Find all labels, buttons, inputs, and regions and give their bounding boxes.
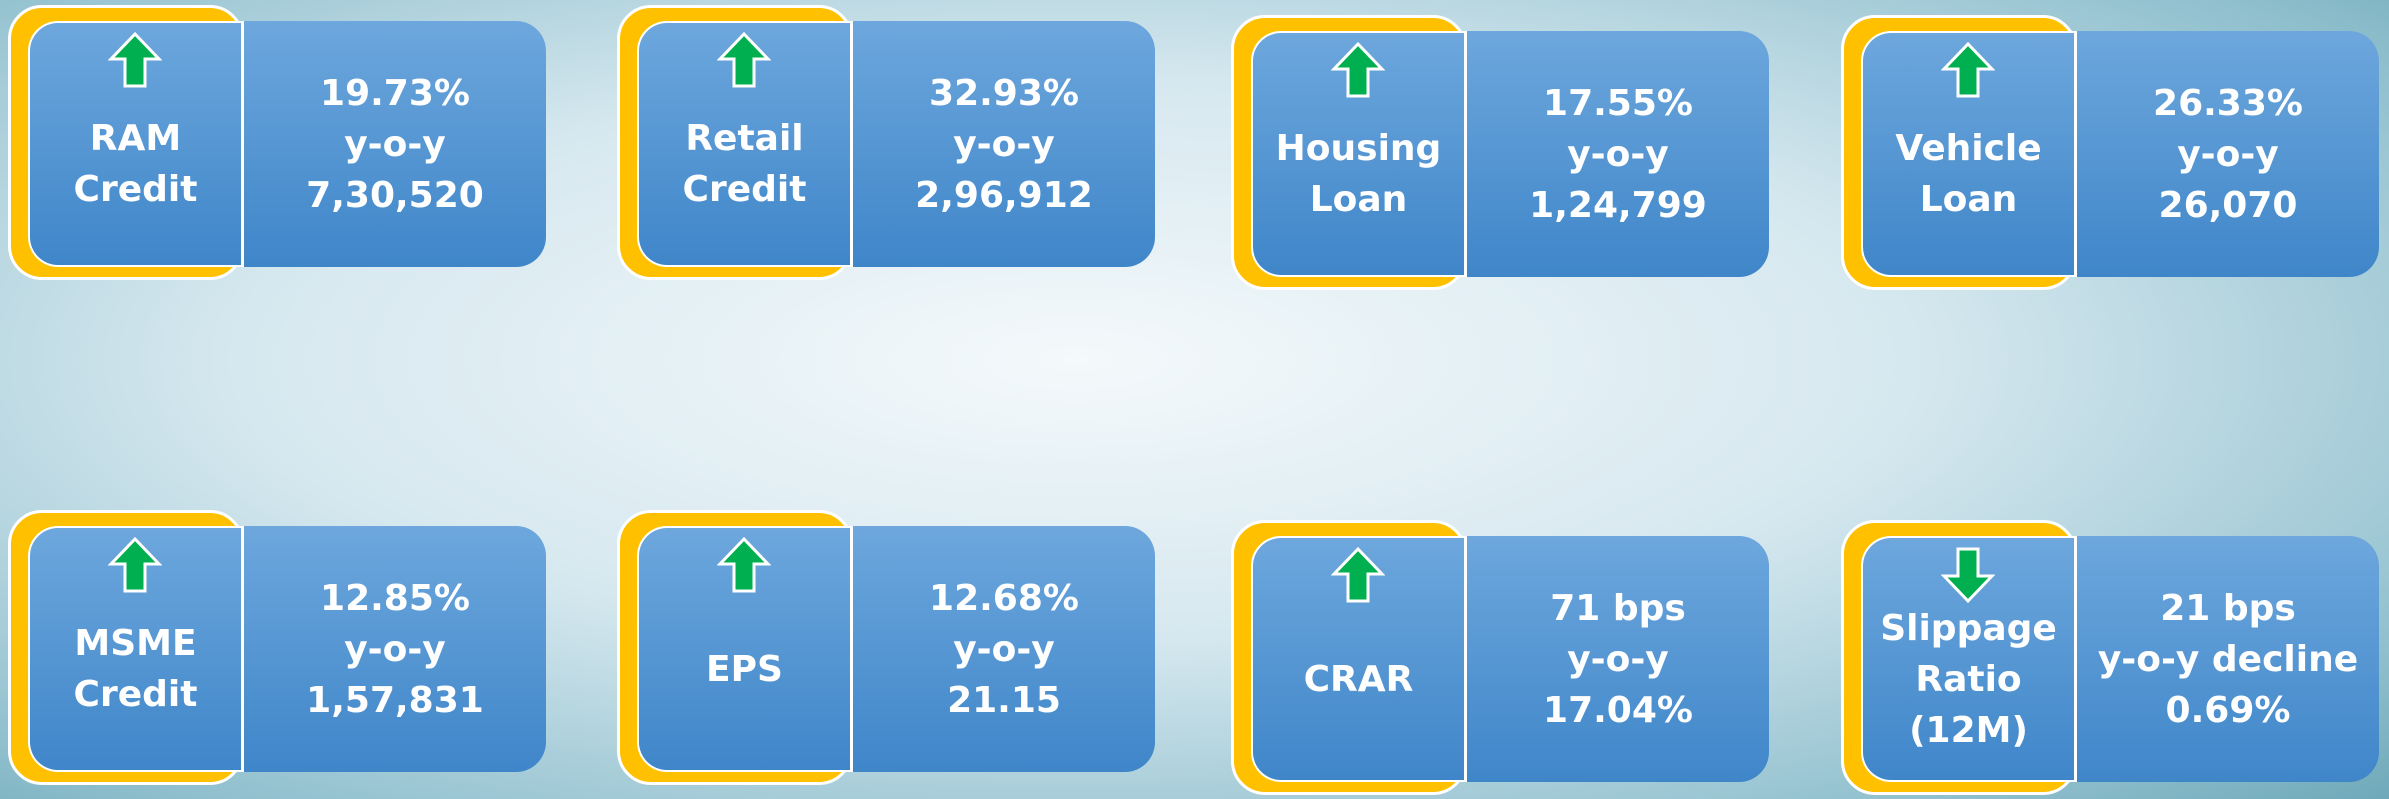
metric-line: 21 bps — [2160, 587, 2296, 629]
arrow-icon — [1331, 546, 1385, 603]
arrow — [1941, 547, 1995, 604]
arrow — [717, 536, 771, 593]
metric-line: y-o-y — [344, 123, 446, 165]
label-line: Slippage — [1880, 607, 2057, 649]
label: Vehicle Loan — [1895, 123, 2041, 225]
metric-box: 21 bps y-o-y decline 0.69% — [2077, 536, 2379, 782]
card-label-box: MSME Credit — [28, 526, 244, 772]
label: Retail Credit — [683, 113, 807, 215]
metric-box: 12.68% y-o-y 21.15 — [853, 526, 1155, 772]
metric-line: 32.93% — [929, 72, 1079, 114]
metric-line: y-o-y decline — [2097, 638, 2359, 680]
label-line: RAM — [89, 118, 182, 159]
kpi-card: Housing Loan 17.55% y-o-y 1,24,799 — [1231, 15, 1771, 290]
metric-line: 1,24,799 — [1529, 184, 1707, 226]
kpi-card: Retail Credit 32.93% y-o-y 2,96,912 — [617, 5, 1157, 280]
card-label-box: Housing Loan — [1251, 31, 1467, 277]
kpi-card: Vehicle Loan 26.33% y-o-y 26,070 — [1841, 15, 2381, 290]
metric-line: 17.55% — [1543, 82, 1693, 124]
card-label-box: RAM Credit — [28, 21, 244, 267]
metric-line: 26,070 — [2158, 184, 2298, 226]
metric-line: 12.85% — [320, 577, 470, 619]
metric-line: 1,57,831 — [306, 679, 484, 721]
arrow — [717, 31, 771, 88]
metric-box: 71 bps y-o-y 17.04% — [1467, 536, 1769, 782]
kpi-card: Slippage Ratio (12M) 21 bps y-o-y decline 0.6… — [1841, 520, 2381, 795]
arrow — [108, 31, 162, 88]
arrow — [1331, 546, 1385, 603]
label-line: Housing — [1275, 128, 1442, 169]
label-line: CRAR — [1303, 658, 1414, 700]
label-line: Loan — [1309, 179, 1408, 220]
kpi-card: EPS 12.68% y-o-y 21.15 — [617, 510, 1157, 785]
metric-box: 26.33% y-o-y 26,070 — [2077, 31, 2379, 277]
label: RAM Credit — [74, 113, 198, 215]
metric-line: y-o-y — [344, 628, 446, 670]
metric-line: 21.15 — [947, 679, 1061, 721]
metric-line: 0.69% — [2165, 689, 2291, 731]
metric-line: 12.68% — [929, 577, 1079, 619]
arrow-icon — [1331, 41, 1385, 98]
label-line: MSME — [74, 623, 197, 664]
card-label-box: Slippage Ratio (12M) — [1861, 536, 2077, 782]
arrow-icon — [717, 536, 771, 593]
label-line: Credit — [73, 169, 198, 210]
label-line: Loan — [1919, 179, 2018, 220]
metric-box: 32.93% y-o-y 2,96,912 — [853, 21, 1155, 267]
metric-line: y-o-y — [953, 123, 1055, 165]
label-line: Ratio — [1915, 658, 2022, 700]
metric-line: y-o-y — [953, 628, 1055, 670]
label-line: Retail — [685, 118, 804, 159]
label-line: Credit — [682, 169, 807, 210]
metric-line: 17.04% — [1543, 689, 1693, 731]
arrow-icon — [1941, 41, 1995, 98]
card-label-box: Retail Credit — [637, 21, 853, 267]
arrow-icon — [108, 31, 162, 88]
kpi-card: MSME Credit 12.85% y-o-y 1,57,831 — [8, 510, 548, 785]
metric-line: 26.33% — [2153, 82, 2303, 124]
arrow-icon — [717, 31, 771, 88]
label-line: Credit — [73, 674, 198, 715]
metric-line: 7,30,520 — [306, 174, 484, 216]
arrow — [1941, 41, 1995, 98]
label-line: Vehicle — [1895, 128, 2042, 169]
label-line: (12M) — [1909, 709, 2028, 751]
metric-line: y-o-y — [1567, 133, 1669, 175]
label: Housing Loan — [1276, 123, 1442, 225]
label: MSME Credit — [74, 618, 198, 720]
kpi-card: CRAR 71 bps y-o-y 17.04% — [1231, 520, 1771, 795]
kpi-card: RAM Credit 19.73% y-o-y 7,30,520 — [8, 5, 548, 280]
metric-line: 19.73% — [320, 72, 470, 114]
label: EPS — [706, 644, 783, 695]
card-label-box: Vehicle Loan — [1861, 31, 2077, 277]
label: Slippage Ratio (12M) — [1880, 603, 2057, 756]
label: CRAR — [1304, 654, 1414, 705]
metric-box: 17.55% y-o-y 1,24,799 — [1467, 31, 1769, 277]
label-line: EPS — [706, 648, 783, 690]
metric-line: y-o-y — [2177, 133, 2279, 175]
metric-line: 71 bps — [1550, 587, 1686, 629]
arrow-icon — [108, 536, 162, 593]
arrow — [108, 536, 162, 593]
metric-line: 2,96,912 — [915, 174, 1093, 216]
metric-box: 12.85% y-o-y 1,57,831 — [244, 526, 546, 772]
card-label-box: CRAR — [1251, 536, 1467, 782]
arrow — [1331, 41, 1385, 98]
metric-box: 19.73% y-o-y 7,30,520 — [244, 21, 546, 267]
card-label-box: EPS — [637, 526, 853, 772]
arrow-icon — [1941, 547, 1995, 604]
metric-line: y-o-y — [1567, 638, 1669, 680]
